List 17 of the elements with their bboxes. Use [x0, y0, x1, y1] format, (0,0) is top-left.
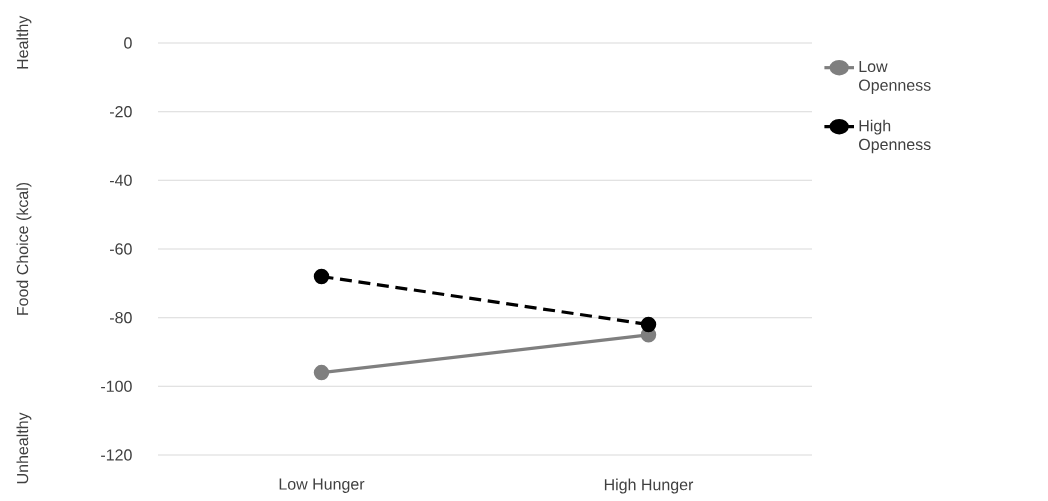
- legend-label: High Openness: [859, 119, 931, 154]
- point: [313, 268, 330, 285]
- y-tick-label: -100: [101, 380, 132, 392]
- x-tick-label: High Hunger: [604, 478, 694, 494]
- y-tick-label: -80: [109, 312, 132, 324]
- legend-label: Low Openness: [859, 60, 931, 94]
- point: [313, 364, 330, 381]
- y-tick-label: -120: [101, 449, 132, 461]
- y-tick-label: -60: [109, 243, 132, 255]
- text: Healthy: [16, 15, 32, 69]
- y-tick-label: -40: [109, 174, 132, 186]
- point: [640, 316, 657, 333]
- y-tick-label: 0: [124, 37, 132, 49]
- y-axis-title: Food Choice (kcal): [16, 182, 32, 315]
- text: Unhealthy: [16, 412, 32, 484]
- x-tick-label: Low Hunger: [279, 478, 365, 493]
- y-tick-label: -20: [109, 106, 132, 118]
